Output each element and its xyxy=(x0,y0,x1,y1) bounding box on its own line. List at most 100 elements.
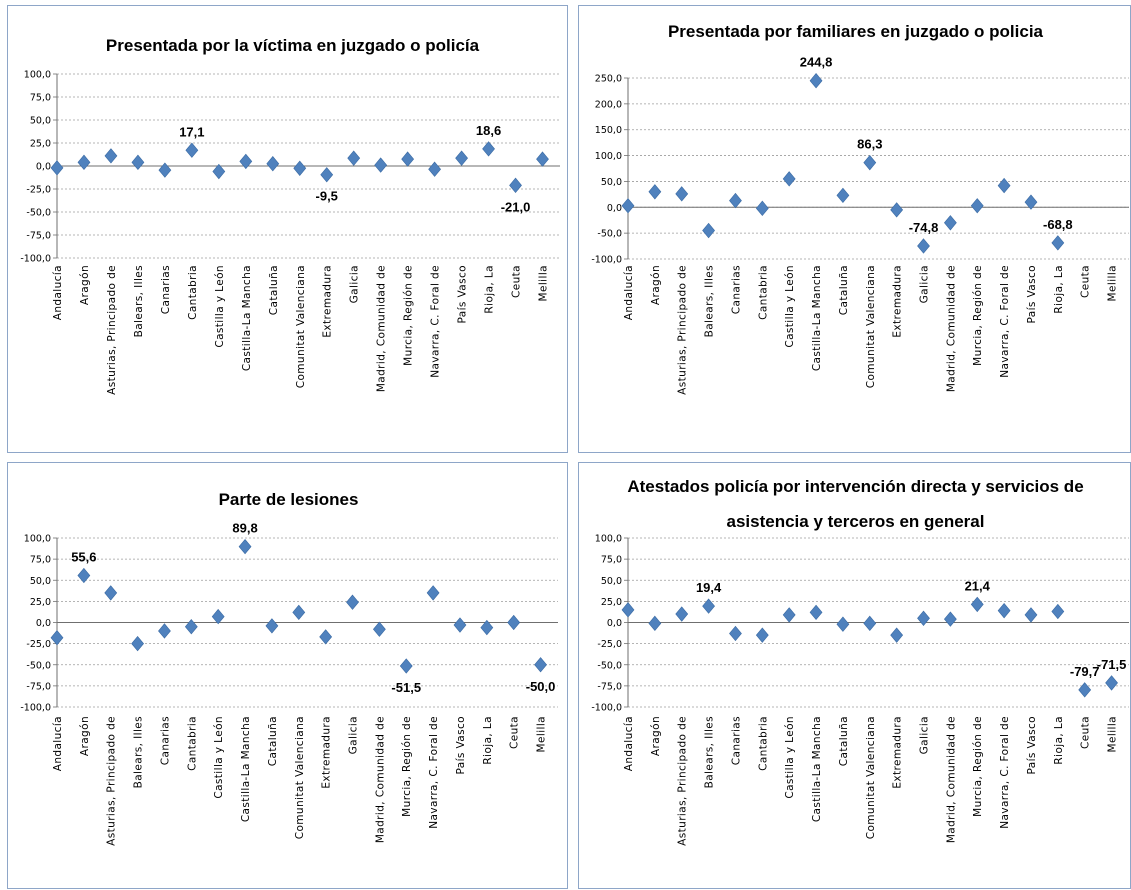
data-point-diamond xyxy=(782,171,796,187)
x-category-label: Madrid, Comunidad de xyxy=(945,265,957,392)
x-category-label: País Vasco xyxy=(1026,716,1038,775)
data-point-diamond xyxy=(104,148,118,164)
data-label: 244,8 xyxy=(800,55,833,70)
y-tick-label: 100,0 xyxy=(24,534,51,545)
x-category-label: Cantabria xyxy=(757,716,769,771)
x-category-label: Cantabria xyxy=(187,265,199,320)
x-category-label: Ceuta xyxy=(511,265,523,298)
data-point-diamond xyxy=(997,603,1011,619)
data-point-diamond xyxy=(509,177,522,193)
y-tick-label: 250,0 xyxy=(595,74,622,85)
data-label: 18,6 xyxy=(476,123,501,138)
y-tick-label: -25,0 xyxy=(26,185,51,196)
data-label: 21,4 xyxy=(965,578,991,593)
x-category-label: Castilla y León xyxy=(784,265,796,348)
data-point-diamond xyxy=(401,151,415,167)
data-point-diamond xyxy=(104,585,118,601)
y-tick-label: 0,0 xyxy=(36,618,51,629)
data-point-diamond xyxy=(997,177,1011,194)
data-point-diamond xyxy=(428,161,442,177)
data-point-diamond xyxy=(863,154,877,171)
x-category-label: Balears, Illes xyxy=(704,716,716,788)
x-category-label: Andalucía xyxy=(52,265,64,320)
data-label: -21,0 xyxy=(501,199,531,214)
data-point-diamond xyxy=(185,142,199,158)
y-tick-label: 100,0 xyxy=(595,534,622,545)
data-point-diamond xyxy=(621,602,635,618)
x-category-label: Extremadura xyxy=(892,265,904,338)
data-point-diamond xyxy=(1105,675,1118,691)
chart-panel-victim: Presentada por la víctima en juzgado o p… xyxy=(7,5,568,453)
data-point-diamond xyxy=(943,611,957,627)
data-point-diamond xyxy=(158,162,172,178)
data-label: 55,6 xyxy=(71,550,96,565)
y-tick-label: -100,0 xyxy=(591,703,622,714)
x-category-label: Canarias xyxy=(730,265,742,314)
data-label: -50,0 xyxy=(526,679,556,694)
data-point-diamond xyxy=(1078,682,1092,698)
x-category-label: Cataluña xyxy=(838,265,850,315)
data-point-diamond xyxy=(50,630,64,646)
chart-title: Presentada por la víctima en juzgado o p… xyxy=(106,36,480,55)
chart-title: Atestados policía por intervención direc… xyxy=(627,477,1083,496)
x-category-label: Extremadura xyxy=(321,716,333,789)
data-point-diamond xyxy=(293,160,307,176)
data-point-diamond xyxy=(211,608,225,625)
data-point-diamond xyxy=(131,635,144,652)
y-tick-label: 25,0 xyxy=(30,139,51,150)
data-point-diamond xyxy=(970,596,984,613)
data-point-diamond xyxy=(453,617,467,633)
x-category-label: Ceuta xyxy=(509,716,521,749)
data-point-diamond xyxy=(372,621,386,637)
data-point-diamond xyxy=(346,594,359,610)
y-tick-label: 0,0 xyxy=(607,203,622,214)
data-point-diamond xyxy=(863,615,877,632)
data-point-diamond xyxy=(266,156,280,172)
data-point-diamond xyxy=(320,167,334,183)
x-category-label: Rioja, La xyxy=(482,716,494,765)
x-category-label: Murcia, Región de xyxy=(972,716,984,817)
x-category-label: Extremadura xyxy=(322,265,334,338)
y-tick-label: 0,0 xyxy=(36,162,51,173)
data-point-diamond xyxy=(675,186,689,202)
x-category-label: Canarias xyxy=(730,716,742,765)
data-label: -68,8 xyxy=(1043,217,1073,232)
y-tick-label: 75,0 xyxy=(601,555,622,566)
chart-panel-family: Presentada por familiares en juzgado o p… xyxy=(578,5,1131,453)
x-category-label: Navarra, C. Foral de xyxy=(428,716,440,829)
x-category-label: Asturias, Principado de xyxy=(677,265,689,395)
x-category-label: Canarias xyxy=(159,716,171,765)
x-category-label: Andalucía xyxy=(52,716,64,771)
data-point-diamond xyxy=(131,154,145,170)
y-tick-label: 25,0 xyxy=(601,597,622,608)
y-tick-label: 50,0 xyxy=(30,116,51,127)
x-category-label: Castilla-La Mancha xyxy=(241,265,253,371)
data-point-diamond xyxy=(702,222,715,239)
data-point-diamond xyxy=(319,629,333,645)
y-tick-label: 150,0 xyxy=(595,125,622,136)
data-label: -71,5 xyxy=(1097,657,1127,672)
chart-police: Atestados policía por intervención direc… xyxy=(591,477,1129,846)
y-tick-label: 75,0 xyxy=(30,555,51,566)
data-point-diamond xyxy=(50,160,64,176)
x-category-label: Asturias, Principado de xyxy=(106,265,118,395)
x-category-label: Asturias, Principado de xyxy=(677,716,689,846)
data-point-diamond xyxy=(455,150,468,166)
data-point-diamond xyxy=(480,619,494,636)
x-category-label: Madrid, Comunidad de xyxy=(376,265,388,392)
data-point-diamond xyxy=(534,657,547,673)
data-point-diamond xyxy=(648,184,662,200)
x-category-label: Aragón xyxy=(650,265,662,305)
y-tick-label: 0,0 xyxy=(607,618,622,629)
y-tick-label: 50,0 xyxy=(601,576,622,587)
chart-family: Presentada por familiares en juzgado o p… xyxy=(591,22,1129,395)
x-category-label: Aragón xyxy=(79,716,91,756)
data-point-diamond xyxy=(1024,607,1038,623)
chart-title: Presentada por familiares en juzgado o p… xyxy=(668,22,1044,41)
x-category-label: Galicia xyxy=(348,716,360,754)
x-category-label: Madrid, Comunidad de xyxy=(374,716,386,843)
x-category-label: Murcia, Región de xyxy=(403,265,415,366)
data-point-diamond xyxy=(675,606,689,622)
data-point-diamond xyxy=(943,215,957,231)
data-label: 86,3 xyxy=(857,137,882,152)
